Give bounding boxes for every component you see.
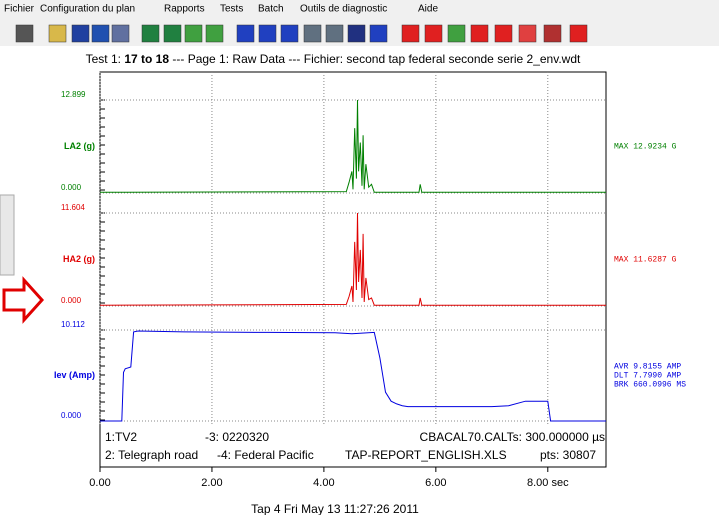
- toolbar-button[interactable]: [237, 25, 254, 42]
- menu-item[interactable]: Fichier: [4, 4, 35, 15]
- toolbar-button[interactable]: [112, 25, 129, 42]
- toolbar-button[interactable]: [425, 25, 442, 42]
- panel-label: HA2 (g): [63, 254, 95, 264]
- page: Fichier Configuration du plan Rapports Test…: [0, 0, 719, 515]
- arrow: [4, 280, 42, 320]
- y-tick-label: 0.000: [61, 411, 82, 420]
- toolbar-button[interactable]: [544, 25, 561, 42]
- info-text: pts: 30807: [540, 448, 596, 462]
- app-window: Fichier Configuration du plan Rapports Test…: [0, 0, 719, 515]
- menu-item[interactable]: Batch: [258, 4, 284, 15]
- footer: Tap 4 Fri May 13 11:27:26 2011: [251, 502, 419, 515]
- menu-item[interactable]: Configuration du plan: [40, 4, 135, 15]
- panel-label: LA2 (g): [64, 141, 95, 151]
- toolbar-button[interactable]: [49, 25, 66, 42]
- header-range: 17 to 18: [124, 52, 169, 66]
- y-tick-label: 11.604: [61, 203, 85, 212]
- y-tick-label: 10.112: [61, 320, 85, 329]
- toolbar-button[interactable]: [326, 25, 343, 42]
- menu-item[interactable]: Aide: [418, 4, 438, 15]
- y-tick-label: 0.000: [61, 296, 82, 305]
- info-text: CBACAL70.CALTs: 300.000000 µs: [420, 430, 605, 444]
- toolbar-button[interactable]: [259, 25, 276, 42]
- header-rest: --- Page 1: Raw Data --- Fichier: second…: [172, 52, 581, 66]
- toolbar-button[interactable]: [370, 25, 387, 42]
- plot-frame: [100, 72, 606, 467]
- menu-item[interactable]: Tests: [220, 4, 243, 15]
- info-text: 1:TV2: [105, 430, 137, 444]
- y-tick-label: 0.000: [61, 183, 82, 192]
- toolbar-button[interactable]: [348, 25, 365, 42]
- toolbar-button[interactable]: [570, 25, 587, 42]
- panel-stat: MAX 12.9234 G: [614, 143, 677, 152]
- toolbar-button[interactable]: [471, 25, 488, 42]
- panel-stat: BRK 660.0996 MS: [614, 381, 686, 390]
- header-prefix: Test 1:: [86, 52, 121, 66]
- x-tick-label: 2.00: [201, 477, 222, 489]
- info-text: -3: 0220320: [205, 430, 269, 444]
- toolbar-button[interactable]: [281, 25, 298, 42]
- menu: Fichier Configuration du plan Rapports Test…: [4, 4, 438, 15]
- info-text: TAP-REPORT_ENGLISH.XLS: [345, 448, 507, 462]
- toolbar-button[interactable]: [72, 25, 89, 42]
- y-tick-label: 12.899: [61, 90, 86, 99]
- toolbar-button[interactable]: [519, 25, 536, 42]
- toolbar-button[interactable]: [495, 25, 512, 42]
- toolbar-button[interactable]: [448, 25, 465, 42]
- panel-stat: MAX 11.6287 G: [614, 256, 677, 265]
- toolbar-button[interactable]: [304, 25, 321, 42]
- toolbar-button[interactable]: [142, 25, 159, 42]
- menu-item[interactable]: Rapports: [164, 4, 205, 15]
- toolbar-button[interactable]: [92, 25, 109, 42]
- panel-label: Iev (Amp): [54, 370, 95, 380]
- header: Test 1: 17 to 18 --- Page 1: Raw Data --…: [86, 52, 581, 66]
- x-tick-label: 6.00: [425, 477, 446, 489]
- info-text: -4: Federal Pacific: [217, 448, 314, 462]
- x-tick-label: 0.00: [89, 477, 110, 489]
- panel-stat: AVR 9.8155 AMP: [614, 363, 681, 372]
- info-text: 2: Telegraph road: [105, 448, 198, 462]
- toolbar-button[interactable]: [206, 25, 223, 42]
- panel-stat: DLT 7.7990 AMP: [614, 372, 681, 381]
- x-tick-label: 4.00: [313, 477, 334, 489]
- toolbar-button[interactable]: [164, 25, 181, 42]
- toolbar-button[interactable]: [16, 25, 33, 42]
- side-window: [0, 195, 14, 275]
- x-tick-label: 8.00 sec: [527, 477, 569, 489]
- toolbar-button[interactable]: [185, 25, 202, 42]
- menu-item[interactable]: Outils de diagnostic: [300, 4, 387, 15]
- toolbar-button[interactable]: [402, 25, 419, 42]
